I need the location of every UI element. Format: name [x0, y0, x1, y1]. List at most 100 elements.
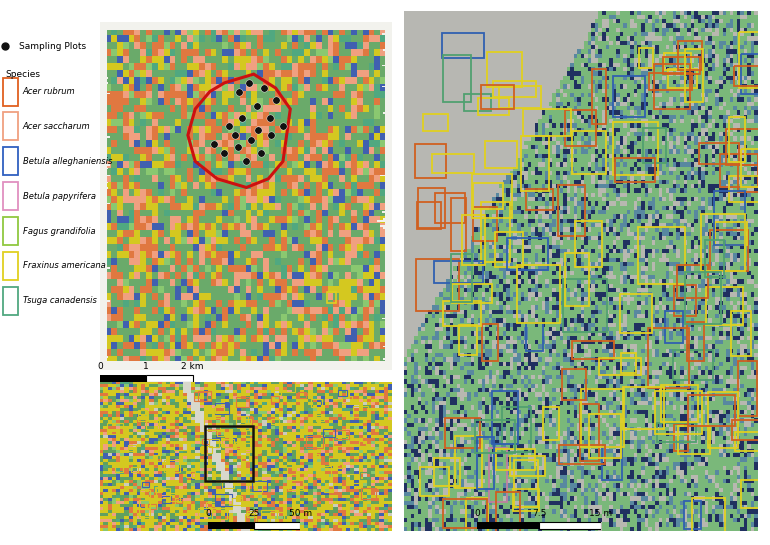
Bar: [742, 480, 768, 508]
Bar: [162, 496, 172, 502]
Bar: [417, 202, 441, 229]
Bar: [614, 158, 654, 182]
Bar: [613, 76, 644, 117]
Bar: [462, 215, 485, 265]
Text: 0: 0: [474, 509, 480, 518]
Bar: [316, 466, 331, 477]
Text: 7.5: 7.5: [532, 509, 546, 518]
Bar: [115, 465, 123, 471]
Bar: [674, 424, 688, 451]
Bar: [274, 390, 281, 395]
Bar: [472, 174, 512, 218]
Bar: [236, 443, 243, 448]
Text: 2 km: 2 km: [181, 362, 204, 371]
Bar: [665, 311, 683, 343]
Bar: [445, 419, 480, 449]
Bar: [699, 143, 739, 164]
Bar: [139, 500, 149, 507]
Bar: [140, 490, 150, 497]
Text: Species: Species: [5, 70, 40, 78]
Bar: [336, 429, 349, 439]
Bar: [581, 389, 624, 447]
Bar: [415, 144, 446, 178]
Bar: [424, 114, 448, 131]
Bar: [417, 259, 458, 311]
Text: 0: 0: [97, 362, 103, 371]
Bar: [673, 350, 713, 379]
Bar: [153, 455, 160, 461]
Bar: [477, 437, 494, 489]
Bar: [280, 381, 295, 392]
Bar: [3, 147, 18, 175]
Bar: [473, 183, 503, 209]
Bar: [261, 510, 277, 522]
Bar: [602, 446, 622, 480]
Bar: [236, 496, 242, 501]
Point: [240, 157, 253, 166]
Bar: [514, 460, 538, 506]
Bar: [138, 410, 147, 416]
Bar: [575, 221, 602, 267]
Point: [232, 143, 244, 152]
Bar: [571, 341, 614, 359]
Bar: [194, 392, 207, 402]
Bar: [499, 86, 541, 108]
Bar: [620, 294, 651, 333]
Bar: [685, 49, 703, 102]
Text: Betula papyrifera: Betula papyrifera: [23, 192, 96, 201]
Bar: [3, 287, 18, 315]
Point: [219, 148, 231, 157]
Bar: [729, 176, 769, 202]
Bar: [186, 471, 195, 477]
Bar: [323, 429, 335, 437]
Bar: [638, 227, 685, 284]
Bar: [100, 374, 146, 382]
Bar: [139, 414, 148, 421]
Bar: [245, 514, 256, 523]
Point: [223, 122, 235, 131]
Bar: [346, 474, 360, 483]
Bar: [598, 359, 641, 376]
Bar: [222, 439, 234, 447]
Bar: [734, 66, 770, 86]
Bar: [720, 154, 758, 187]
Bar: [170, 493, 180, 501]
Bar: [496, 449, 534, 470]
Bar: [692, 498, 725, 541]
Point: [255, 148, 267, 157]
Bar: [464, 94, 491, 111]
Bar: [526, 189, 553, 210]
Bar: [565, 110, 596, 146]
Bar: [477, 522, 539, 529]
Bar: [591, 69, 605, 124]
Bar: [493, 81, 536, 98]
Bar: [298, 392, 306, 398]
Bar: [580, 404, 599, 461]
Bar: [203, 439, 209, 444]
Text: 25: 25: [249, 509, 259, 518]
Bar: [731, 311, 751, 356]
Bar: [442, 33, 484, 58]
Bar: [732, 420, 762, 440]
Bar: [475, 420, 514, 453]
Bar: [621, 353, 635, 373]
Text: Tsuga canadensis: Tsuga canadensis: [23, 296, 97, 305]
Bar: [206, 502, 215, 508]
Bar: [107, 423, 123, 434]
Bar: [710, 231, 748, 271]
Bar: [215, 403, 229, 414]
Bar: [222, 480, 234, 488]
Bar: [543, 407, 559, 440]
Bar: [523, 109, 571, 136]
Bar: [563, 279, 607, 332]
Bar: [674, 285, 696, 316]
Bar: [253, 449, 260, 453]
Bar: [487, 52, 522, 87]
Bar: [510, 456, 544, 476]
Text: Acer rubrum: Acer rubrum: [23, 87, 75, 96]
Bar: [311, 399, 322, 407]
Bar: [454, 436, 482, 488]
Bar: [459, 325, 477, 355]
Point: [245, 136, 257, 145]
Bar: [623, 386, 664, 429]
